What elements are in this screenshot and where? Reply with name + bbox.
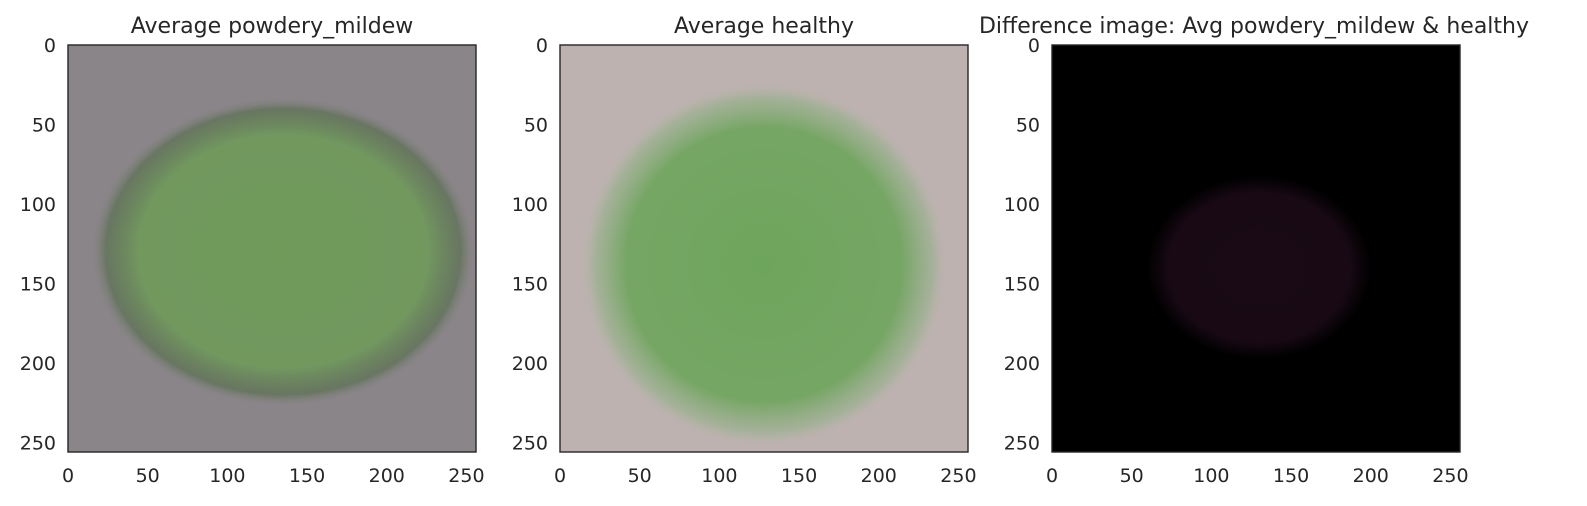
x-tick-label: 100: [1193, 465, 1229, 487]
y-tick-label: 0: [44, 35, 56, 57]
axes-frame: [1051, 44, 1461, 453]
x-axis-ticks: 0 50 100 150 200 250: [62, 465, 485, 487]
panel-title: Average healthy: [674, 14, 854, 39]
y-tick-label: 100: [20, 194, 56, 216]
panel-title: Average powdery_mildew: [131, 14, 413, 39]
y-tick-label: 100: [1004, 194, 1040, 216]
x-tick-label: 200: [1353, 465, 1389, 487]
y-tick-label: 100: [512, 194, 548, 216]
x-tick-label: 150: [289, 465, 325, 487]
y-axis-ticks: 0 50 100 150 200 250: [512, 35, 548, 454]
x-tick-label: 150: [781, 465, 817, 487]
leaf-blob: [579, 81, 949, 448]
x-tick-label: 250: [448, 465, 484, 487]
x-tick-label: 200: [369, 465, 405, 487]
image-area: [68, 45, 476, 452]
x-tick-label: 250: [1432, 465, 1468, 487]
x-tick-label: 50: [136, 465, 160, 487]
y-tick-label: 200: [20, 353, 56, 375]
x-tick-label: 50: [628, 465, 652, 487]
y-axis-ticks: 0 50 100 150 200 250: [20, 35, 56, 454]
x-tick-label: 250: [940, 465, 976, 487]
y-tick-label: 200: [512, 353, 548, 375]
panel-healthy: Average healthy 0 50 100 150 200 250 0 50 100 15…: [512, 14, 977, 487]
axes-frame: [67, 44, 477, 453]
x-tick-label: 200: [861, 465, 897, 487]
y-tick-label: 250: [512, 432, 548, 454]
x-axis-ticks: 0 50 100 150 200 250: [1046, 465, 1469, 487]
y-tick-label: 150: [20, 273, 56, 295]
y-axis-ticks: 0 50 100 150 200 250: [1004, 35, 1040, 454]
x-tick-label: 150: [1273, 465, 1309, 487]
panel-title: Difference image: Avg powdery_mildew & h…: [979, 14, 1529, 39]
axes-frame: [559, 44, 969, 453]
x-tick-label: 0: [1046, 465, 1058, 487]
x-tick-label: 50: [1120, 465, 1144, 487]
image-area: [560, 45, 968, 452]
y-tick-label: 50: [1016, 114, 1040, 136]
y-tick-label: 50: [32, 114, 56, 136]
leaf-blob: [1136, 167, 1382, 369]
image-area: [1052, 45, 1460, 452]
x-tick-label: 0: [554, 465, 566, 487]
x-tick-label: 0: [62, 465, 74, 487]
y-tick-label: 250: [1004, 432, 1040, 454]
y-tick-label: 250: [20, 432, 56, 454]
panel-difference: Difference image: Avg powdery_mildew & h…: [979, 14, 1529, 487]
x-tick-label: 100: [701, 465, 737, 487]
panel-powdery-mildew: Average powdery_mildew 0 50 100 150 200 250 0…: [20, 14, 485, 487]
y-tick-label: 150: [512, 273, 548, 295]
leaf-blob: [90, 96, 476, 408]
y-tick-label: 0: [536, 35, 548, 57]
x-tick-label: 100: [209, 465, 245, 487]
y-tick-label: 150: [1004, 273, 1040, 295]
y-tick-label: 200: [1004, 353, 1040, 375]
y-tick-label: 50: [524, 114, 548, 136]
x-axis-ticks: 0 50 100 150 200 250: [554, 465, 977, 487]
y-tick-label: 0: [1028, 35, 1040, 57]
